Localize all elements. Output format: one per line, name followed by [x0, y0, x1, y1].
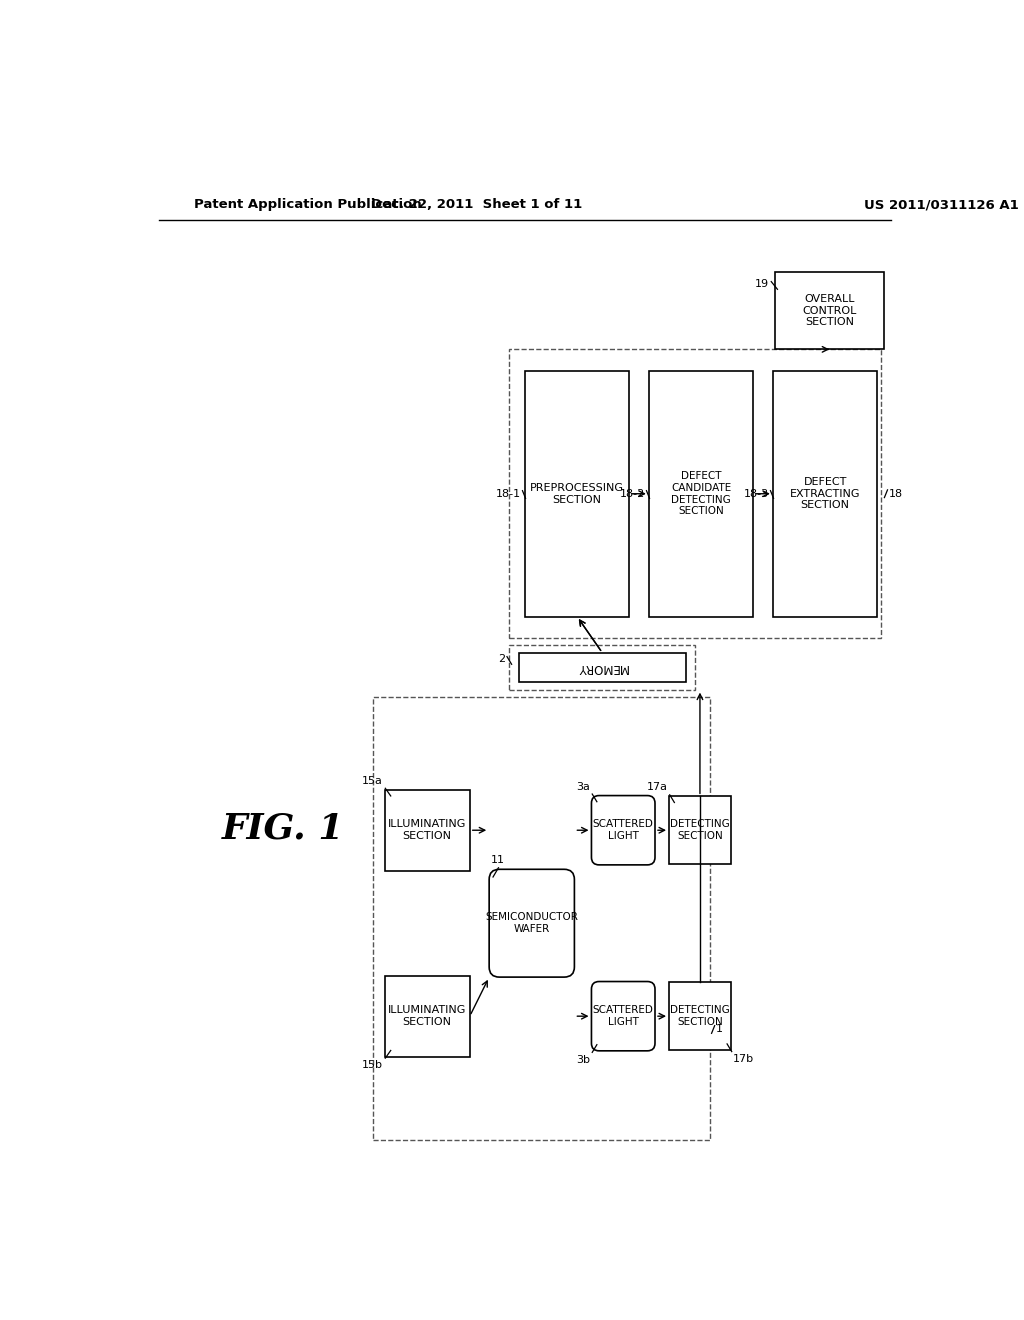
- Text: 17b: 17b: [733, 1053, 755, 1064]
- Text: 18-3: 18-3: [743, 488, 769, 499]
- Text: 19: 19: [755, 279, 769, 289]
- Bar: [669, 796, 731, 865]
- Text: SCATTERED
LIGHT: SCATTERED LIGHT: [593, 820, 653, 841]
- Text: 2: 2: [499, 655, 506, 664]
- Text: 18-1: 18-1: [496, 488, 521, 499]
- FancyBboxPatch shape: [489, 870, 574, 977]
- Text: 17a: 17a: [646, 783, 668, 792]
- Bar: [773, 371, 878, 616]
- Text: Patent Application Publication: Patent Application Publication: [194, 198, 422, 211]
- Text: Dec. 22, 2011  Sheet 1 of 11: Dec. 22, 2011 Sheet 1 of 11: [371, 198, 583, 211]
- Bar: [385, 975, 470, 1056]
- Text: US 2011/0311126 A1: US 2011/0311126 A1: [864, 198, 1019, 211]
- Text: MEMORY: MEMORY: [577, 661, 628, 675]
- Bar: [509, 350, 882, 638]
- Text: ILLUMINATING
SECTION: ILLUMINATING SECTION: [388, 820, 466, 841]
- Text: SCATTERED
LIGHT: SCATTERED LIGHT: [593, 1006, 653, 1027]
- Bar: [524, 371, 630, 616]
- Text: 3a: 3a: [577, 781, 590, 792]
- Text: DETECTING
SECTION: DETECTING SECTION: [670, 820, 730, 841]
- Bar: [385, 789, 470, 871]
- Text: 15a: 15a: [362, 776, 383, 785]
- Bar: [775, 272, 884, 350]
- Text: DEFECT
CANDIDATE
DETECTING
SECTION: DEFECT CANDIDATE DETECTING SECTION: [671, 471, 731, 516]
- Text: ILLUMINATING
SECTION: ILLUMINATING SECTION: [388, 1006, 466, 1027]
- Text: PREPROCESSING
SECTION: PREPROCESSING SECTION: [530, 483, 624, 504]
- Text: 15b: 15b: [361, 1060, 383, 1071]
- Text: SEMICONDUCTOR
WAFER: SEMICONDUCTOR WAFER: [485, 912, 579, 935]
- Bar: [373, 697, 710, 1140]
- Text: 18-2: 18-2: [620, 488, 645, 499]
- Bar: [518, 653, 686, 682]
- Text: 3b: 3b: [575, 1055, 590, 1065]
- Text: FIG. 1: FIG. 1: [222, 812, 344, 845]
- Text: DETECTING
SECTION: DETECTING SECTION: [670, 1006, 730, 1027]
- Text: 11: 11: [490, 855, 505, 866]
- Text: DEFECT
EXTRACTING
SECTION: DEFECT EXTRACTING SECTION: [790, 477, 860, 511]
- FancyBboxPatch shape: [592, 796, 655, 865]
- Bar: [509, 645, 695, 689]
- Bar: [649, 371, 754, 616]
- Text: OVERALL
CONTROL
SECTION: OVERALL CONTROL SECTION: [802, 294, 856, 327]
- Text: 18: 18: [889, 488, 903, 499]
- Bar: [669, 982, 731, 1051]
- Text: 1: 1: [716, 1024, 723, 1035]
- FancyBboxPatch shape: [592, 982, 655, 1051]
